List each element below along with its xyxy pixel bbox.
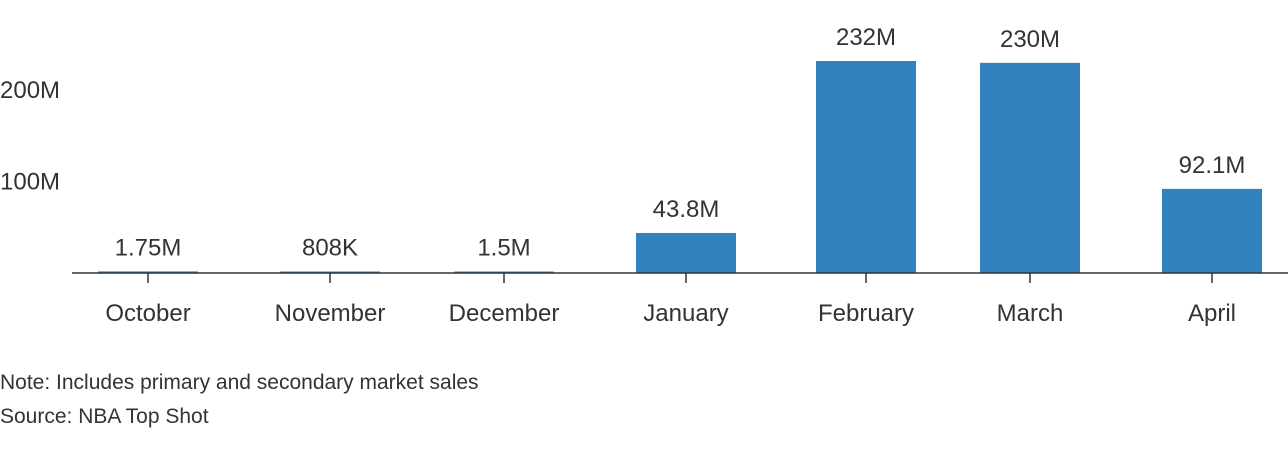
data-label-december: 1.5M (477, 235, 530, 262)
y-tick-label-100: 100M (0, 169, 60, 196)
y-axis-labels: 100M 200M (0, 77, 60, 195)
data-label-november: 808K (302, 235, 358, 262)
chart-note: Note: Includes primary and secondary mar… (0, 371, 479, 394)
bar-october (98, 271, 198, 273)
x-tick-label-january: January (643, 300, 728, 327)
data-label-october: 1.75M (115, 234, 182, 261)
bar-march (980, 62, 1080, 273)
x-axis-ticks (147, 273, 1213, 283)
bar-april (1162, 188, 1262, 273)
bar-chart: 100M 200M 1.75M 808K 1.5M 43.8M 232M 230M 92.1M… (0, 24, 1288, 327)
x-tick-label-april: April (1188, 300, 1236, 327)
data-label-february: 232M (836, 24, 896, 51)
data-label-march: 230M (1000, 26, 1060, 53)
chart-source: Source: NBA Top Shot (0, 405, 209, 428)
x-tick-label-november: November (275, 300, 386, 327)
x-tick-label-october: October (105, 300, 190, 327)
data-labels: 1.75M 808K 1.5M 43.8M 232M 230M 92.1M (115, 24, 1246, 262)
x-tick-label-february: February (818, 300, 914, 327)
data-label-january: 43.8M (653, 196, 720, 223)
bar-january (636, 232, 736, 273)
y-tick-label-200: 200M (0, 77, 60, 104)
bar-february (816, 61, 916, 273)
x-tick-label-march: March (997, 300, 1064, 327)
x-tick-label-december: December (449, 300, 560, 327)
x-axis-labels: October November December January February Ma… (105, 300, 1236, 327)
data-label-april: 92.1M (1179, 152, 1246, 179)
bars (98, 61, 1262, 273)
